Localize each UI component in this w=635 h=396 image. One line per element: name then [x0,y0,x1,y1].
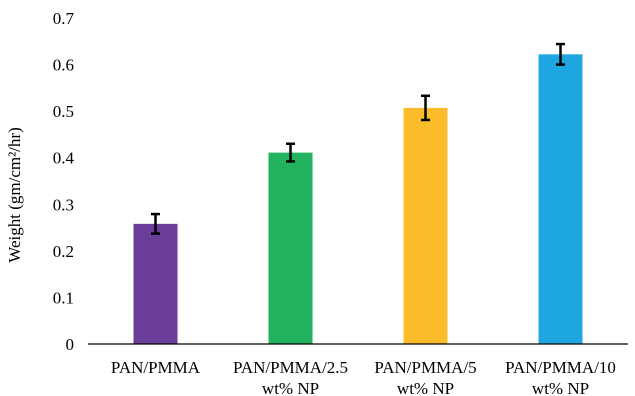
bar [403,107,448,344]
bars [133,54,583,344]
error-bar [286,142,295,163]
x-category-label: PAN/PMMA/5 [374,358,476,377]
y-tick-label: 0.1 [53,288,74,307]
bar [538,54,583,344]
y-tick-label: 0.3 [53,195,74,214]
error-bar [151,212,160,235]
y-tick-label: 0.2 [53,242,74,261]
bar [133,223,178,344]
error-bars [151,42,565,235]
bar [268,152,313,344]
x-category-label: wt% NP [262,379,319,396]
error-bar [556,42,565,66]
x-category-label: wt% NP [397,379,454,396]
y-axis-ticks: 0 0.1 0.2 0.3 0.4 0.5 0.6 0.7 [53,9,75,354]
x-category-label: PAN/PMMA/2.5 [233,358,348,377]
y-tick-label: 0.6 [53,56,74,75]
y-tick-label: 0.7 [53,9,75,28]
x-category-label: PAN/PMMA/10 [505,358,616,377]
y-tick-label: 0.4 [53,149,75,168]
y-tick-label: 0 [66,335,75,354]
y-tick-label: 0.5 [53,102,74,121]
x-category-label: PAN/PMMA [111,358,201,377]
x-category-label: wt% NP [532,379,589,396]
y-axis-title: Weight (gm/cm²/hr) [5,127,24,262]
error-bar [421,94,430,122]
x-axis-categories: PAN/PMMA PAN/PMMA/2.5 wt% NP PAN/PMMA/5 wt% … [111,358,616,396]
